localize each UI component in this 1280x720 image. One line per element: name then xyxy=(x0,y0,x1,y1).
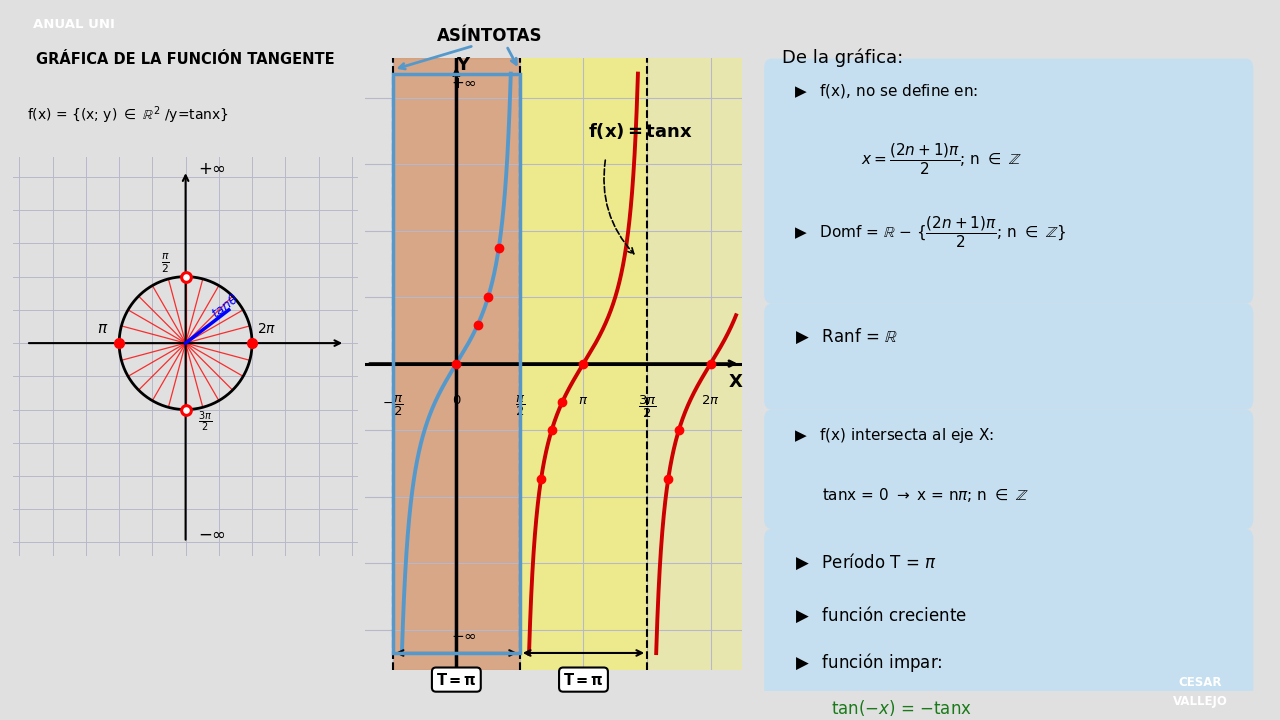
FancyBboxPatch shape xyxy=(764,529,1253,701)
Text: $-\infty$: $-\infty$ xyxy=(197,525,225,543)
Text: ASÍNTOTAS: ASÍNTOTAS xyxy=(438,27,543,45)
Text: tan$(-x)$ = $-$tanx: tan$(-x)$ = $-$tanx xyxy=(832,698,973,718)
Text: $\blacktriangleright$  función creciente: $\blacktriangleright$ función creciente xyxy=(791,605,966,625)
FancyBboxPatch shape xyxy=(764,58,1253,304)
Text: $\mathbf{T = \pi}$: $\mathbf{T = \pi}$ xyxy=(436,672,476,688)
Text: GRÁFICA DE LA FUNCIÓN TANGENTE: GRÁFICA DE LA FUNCIÓN TANGENTE xyxy=(36,52,335,67)
Text: $\frac{3\pi}{2}$: $\frac{3\pi}{2}$ xyxy=(198,410,212,434)
Text: $\mathbf{f(x) = tanx}$: $\mathbf{f(x) = tanx}$ xyxy=(588,122,692,141)
FancyBboxPatch shape xyxy=(764,304,1253,410)
Text: $-\infty$: $-\infty$ xyxy=(451,628,476,643)
Text: $\blacktriangleright$  f(x) intersecta al eje X:: $\blacktriangleright$ f(x) intersecta al… xyxy=(791,426,993,445)
Bar xyxy=(648,58,742,670)
Text: $+\infty$: $+\infty$ xyxy=(197,160,225,178)
Text: $\blacktriangleright$  Ranf = $\mathbb{R}$: $\blacktriangleright$ Ranf = $\mathbb{R}… xyxy=(791,327,897,346)
Text: $\mathbf{T = \pi}$: $\mathbf{T = \pi}$ xyxy=(563,672,604,688)
Bar xyxy=(520,58,648,670)
Text: $\dfrac{3\pi}{2}$: $\dfrac{3\pi}{2}$ xyxy=(637,394,657,420)
Text: $\pi$: $\pi$ xyxy=(579,394,589,407)
Text: $\pi$: $\pi$ xyxy=(97,321,109,336)
Text: $\blacktriangleright$  f(x), no se define en:: $\blacktriangleright$ f(x), no se define… xyxy=(791,82,978,100)
Text: $+\infty$: $+\infty$ xyxy=(451,76,476,91)
Text: $x = \dfrac{(2n+1)\pi}{2}$; n $\in$ $\mathbb{Z}$: $x = \dfrac{(2n+1)\pi}{2}$; n $\in$ $\ma… xyxy=(861,141,1023,177)
Text: $\blacktriangleright$  función impar:: $\blacktriangleright$ función impar: xyxy=(791,652,942,675)
Text: CESAR: CESAR xyxy=(1179,676,1221,689)
Text: f(x) = {(x; y) $\in$ $\mathbb{R}^2$ /y=tanx}: f(x) = {(x; y) $\in$ $\mathbb{R}^2$ /y=t… xyxy=(27,104,228,126)
Text: VALLEJO: VALLEJO xyxy=(1172,695,1228,708)
Text: De la gráfica:: De la gráfica: xyxy=(782,49,902,67)
FancyBboxPatch shape xyxy=(764,410,1253,529)
Text: tanθ: tanθ xyxy=(209,292,241,321)
Text: ANUAL UNI: ANUAL UNI xyxy=(33,18,114,31)
Text: tanx = 0 $\rightarrow$ x = n$\pi$; n $\in$ $\mathbb{Z}$: tanx = 0 $\rightarrow$ x = n$\pi$; n $\i… xyxy=(822,486,1028,504)
Text: $\blacktriangleright$  Domf = $\mathbb{R}$ $-$ $\{$$\dfrac{(2n+1)\pi}{2}$; n $\i: $\blacktriangleright$ Domf = $\mathbb{R}… xyxy=(791,215,1066,250)
Bar xyxy=(393,58,520,670)
Text: $0$: $0$ xyxy=(452,394,461,407)
Text: $\frac{\pi}{2}$: $\frac{\pi}{2}$ xyxy=(161,251,170,275)
Text: $-\dfrac{\pi}{2}$: $-\dfrac{\pi}{2}$ xyxy=(381,394,403,418)
Text: $2\pi$: $2\pi$ xyxy=(257,322,276,336)
Text: Y: Y xyxy=(456,55,468,73)
Text: $2\pi$: $2\pi$ xyxy=(701,394,719,407)
Text: $\blacktriangleright$  Período T = $\pi$: $\blacktriangleright$ Período T = $\pi$ xyxy=(791,552,936,572)
Text: X: X xyxy=(728,373,742,391)
Text: $\dfrac{\pi}{2}$: $\dfrac{\pi}{2}$ xyxy=(515,394,525,418)
